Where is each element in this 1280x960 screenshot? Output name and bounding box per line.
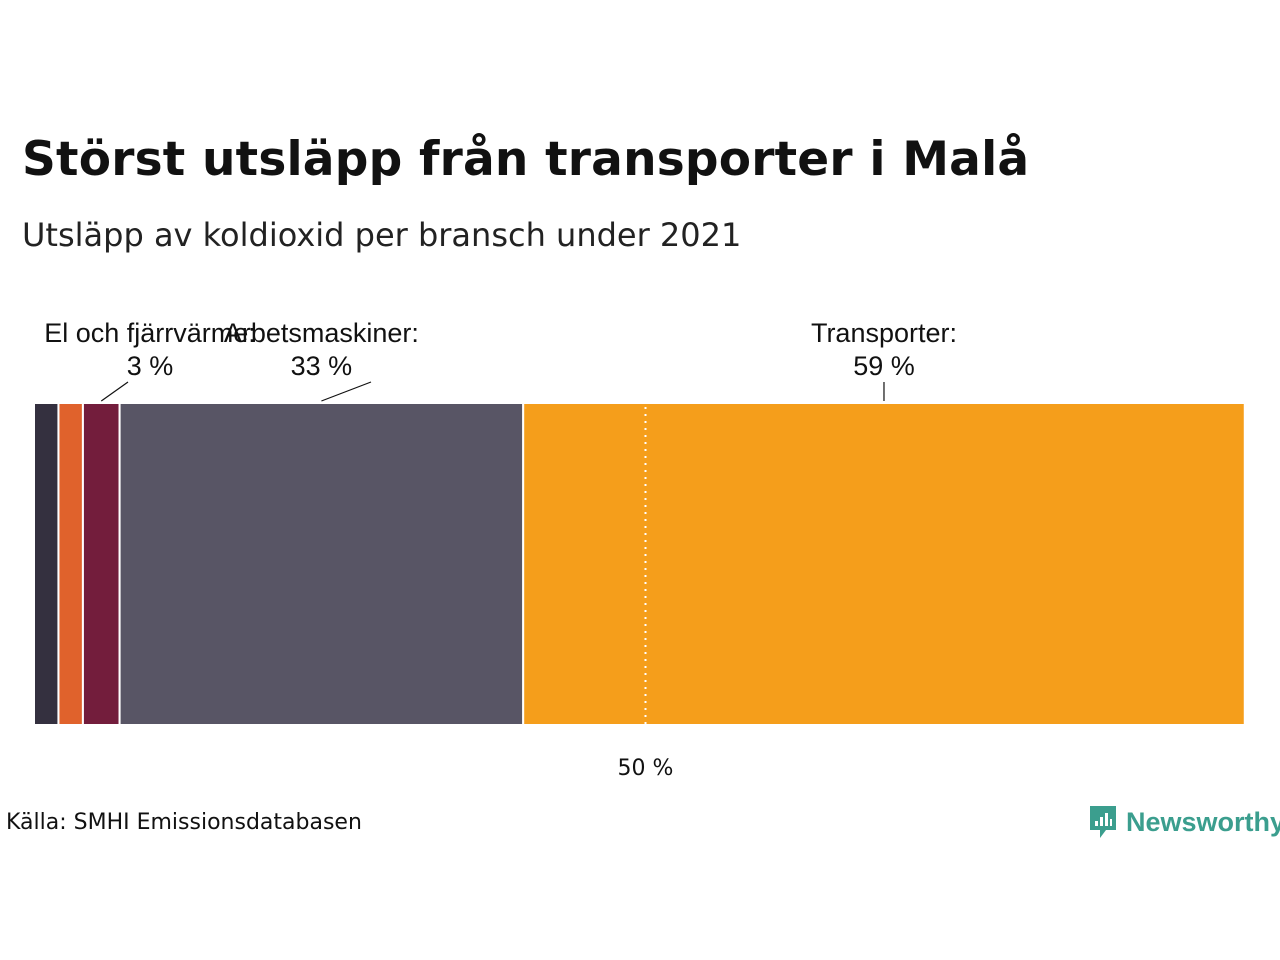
segment-value-el-och-fjarrvarme: 3 % <box>127 351 174 381</box>
brand-logo: Newsworthy <box>1088 804 1280 840</box>
segment-label-arbetsmaskiner: Arbetsmaskiner: <box>224 318 419 348</box>
bars-layer <box>33 402 1246 726</box>
brand-name: Newsworthy <box>1126 806 1280 837</box>
reference-line-label: 50 % <box>618 756 674 781</box>
segment-leader-el-och-fjarrvarme <box>100 381 129 402</box>
segment-label-el-och-fjarrvarme: El och fjärrvärme: <box>44 318 256 348</box>
bar-segment-el-och-fjarrvarme <box>81 402 121 726</box>
stacked-bar-chart: El och fjärrvärme:3 % Arbetsmaskiner:33 %… <box>33 318 1246 781</box>
source-note: Källa: SMHI Emissionsdatabasen <box>6 810 362 835</box>
segment-value-transporter: 59 % <box>853 351 915 381</box>
bar-segment-transporter <box>522 402 1246 726</box>
labels-layer: El och fjärrvärme:3 % Arbetsmaskiner:33 %… <box>44 318 957 402</box>
bar-segment-unlabeled-1 <box>33 402 60 726</box>
segment-value-arbetsmaskiner: 33 % <box>291 351 353 381</box>
chart-subtitle: Utsläpp av koldioxid per bransch under 2… <box>22 216 742 254</box>
bar-segment-unlabeled-2 <box>57 402 84 726</box>
segment-leader-arbetsmaskiner <box>321 381 372 402</box>
segment-label-transporter: Transporter: <box>811 318 957 348</box>
chart-title: Störst utsläpp från transporter i Malå <box>22 132 1030 187</box>
bar-segment-arbetsmaskiner <box>118 402 525 726</box>
newsworthy-logo-icon <box>1090 806 1116 838</box>
